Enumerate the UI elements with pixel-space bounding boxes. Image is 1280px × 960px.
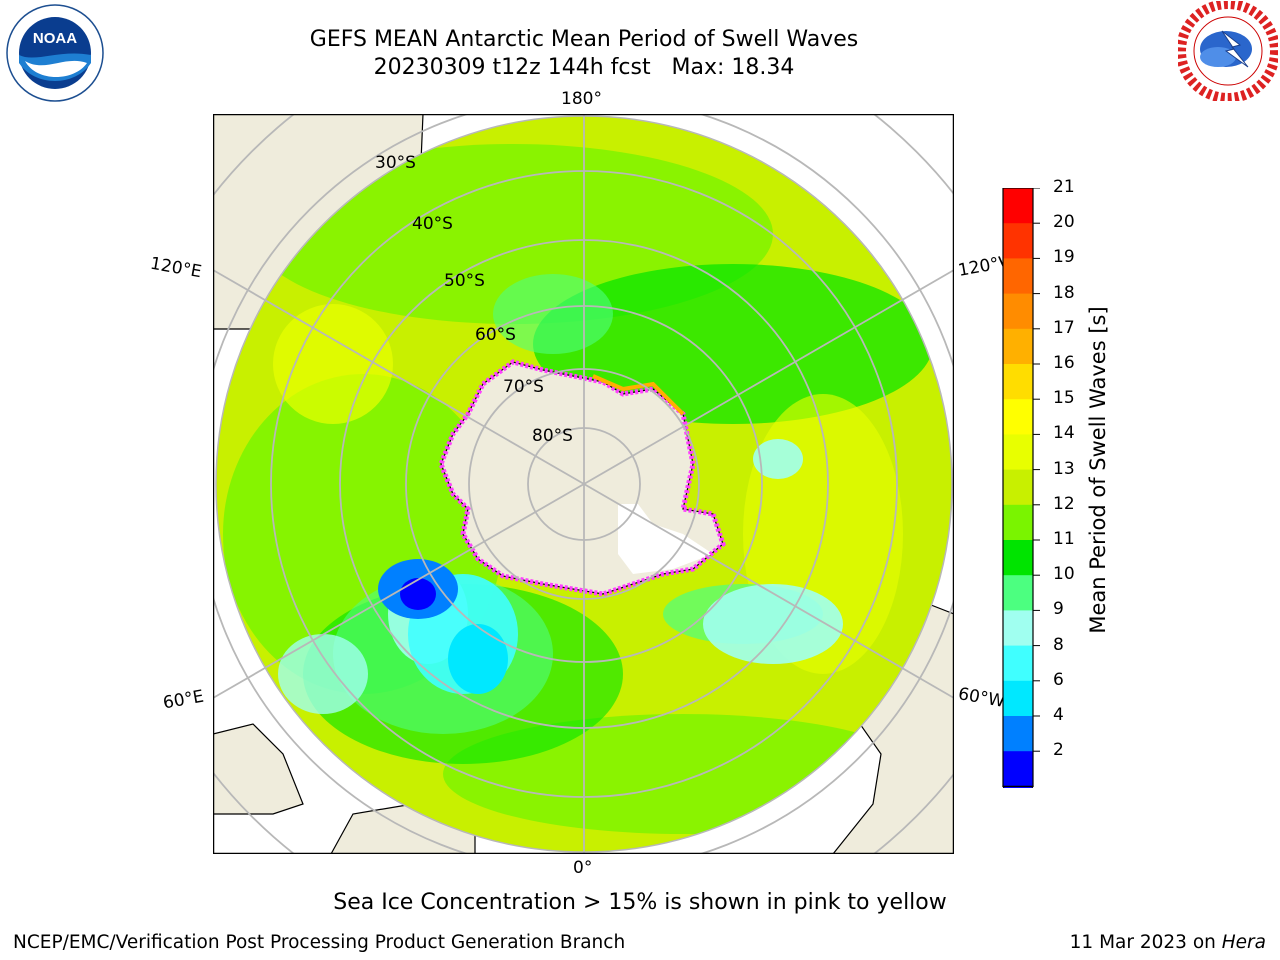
- colorbar-segment: [1003, 716, 1033, 752]
- colorbar-segment: [1003, 751, 1033, 787]
- graticule: [213, 114, 954, 854]
- lon-label-180: 180°: [561, 89, 602, 109]
- producer-credit: NCEP/EMC/Verification Post Processing Pr…: [13, 932, 626, 953]
- map-boundary: [215, 115, 953, 853]
- noaa-logo-text: NOAA: [33, 30, 77, 47]
- colorbar-segment: [1003, 540, 1033, 576]
- colorbar-segment: [1003, 399, 1033, 435]
- colorbar-segment: [1003, 364, 1033, 400]
- lon-label-60e: 60°E: [161, 686, 206, 714]
- colorbar-segment: [1003, 504, 1033, 541]
- colorbar-tick-label: 17: [1053, 317, 1075, 338]
- colorbar-tick-label: 21: [1053, 177, 1075, 197]
- colorbar-tick-label: 6: [1053, 669, 1064, 690]
- colorbar-tick-label: 8: [1053, 634, 1064, 655]
- colorbar-tick-label: 13: [1053, 458, 1075, 479]
- colorbar-segment: [1003, 223, 1033, 259]
- lon-label-0: 0°: [573, 858, 593, 878]
- lat-label-40s: 40°S: [412, 214, 453, 234]
- lat-label-30s: 30°S: [375, 153, 416, 173]
- lat-label-50s: 50°S: [444, 271, 485, 291]
- colorbar-tick-label: 20: [1053, 212, 1075, 233]
- colorbar-tick-label: 4: [1053, 705, 1064, 725]
- colorbar-tick-label: 10: [1053, 564, 1075, 585]
- colorbar-segment: [1003, 575, 1033, 611]
- lat-label-70s: 70°S: [503, 377, 544, 397]
- sea-ice-caption: Sea Ice Concentration > 15% is shown in …: [333, 890, 947, 915]
- lat-label-80s: 80°S: [532, 426, 573, 446]
- run-date-text: 11 Mar 2023 on: [1069, 932, 1222, 953]
- swell-period-field: [216, 116, 952, 852]
- colorbar-tick-label: 14: [1053, 423, 1075, 444]
- colorbar-segment: [1003, 293, 1033, 330]
- map-title-line2: 20230309 t12z 144h fcst Max: 18.34: [373, 55, 795, 80]
- colorbar-tick-label: 11: [1053, 529, 1075, 549]
- colorbar-segment: [1003, 645, 1033, 682]
- map-title-line1: GEFS MEAN Antarctic Mean Period of Swell…: [309, 27, 859, 52]
- colorbar-segment: [1003, 469, 1033, 506]
- colorbar-segment: [1003, 434, 1033, 471]
- colorbar-border: [1002, 188, 1034, 788]
- colorbar-tick-label: 15: [1053, 388, 1075, 409]
- colorbar-segment: [1003, 328, 1033, 365]
- colorbar-segment: [1003, 258, 1033, 295]
- colorbar-tick-label: 9: [1053, 599, 1064, 620]
- nws-logo: [1178, 1, 1278, 101]
- colorbar-tick-label: 18: [1053, 282, 1075, 303]
- noaa-logo: NOAA: [6, 4, 104, 102]
- sea-ice-edge: [438, 359, 726, 597]
- lon-label-60w: 60°W: [956, 684, 1007, 712]
- colorbar-tick-label: 2: [1053, 740, 1064, 761]
- colorbar-segment: [1003, 680, 1033, 717]
- run-date: 11 Mar 2023 on Hera: [1070, 932, 1266, 953]
- map-frame-border: [213, 114, 954, 854]
- lon-label-120e: 120°E: [148, 253, 204, 283]
- colorbar-tick-label: 16: [1053, 353, 1075, 373]
- colorbar: [1002, 188, 1040, 788]
- polar-map: 30°S 40°S 50°S 60°S 70°S 80°S: [213, 114, 954, 854]
- colorbar-tick-label: 19: [1053, 247, 1075, 268]
- colorbar-tick-label: 12: [1053, 493, 1075, 514]
- sea-ice-high-concentration: [592, 374, 685, 416]
- lat-label-60s: 60°S: [475, 325, 516, 345]
- colorbar-segment: [1003, 610, 1033, 647]
- colorbar-tick-labels: 21 20 19 18 17 16 15 14 13 12 11 10 9 8 6 4 2: [1053, 0, 1093, 960]
- host-name: Hera: [1221, 932, 1266, 953]
- colorbar-title: Mean Period of Swell Waves [s]: [1086, 306, 1110, 634]
- colorbar-segment: [1003, 188, 1033, 224]
- antarctica: [440, 361, 724, 595]
